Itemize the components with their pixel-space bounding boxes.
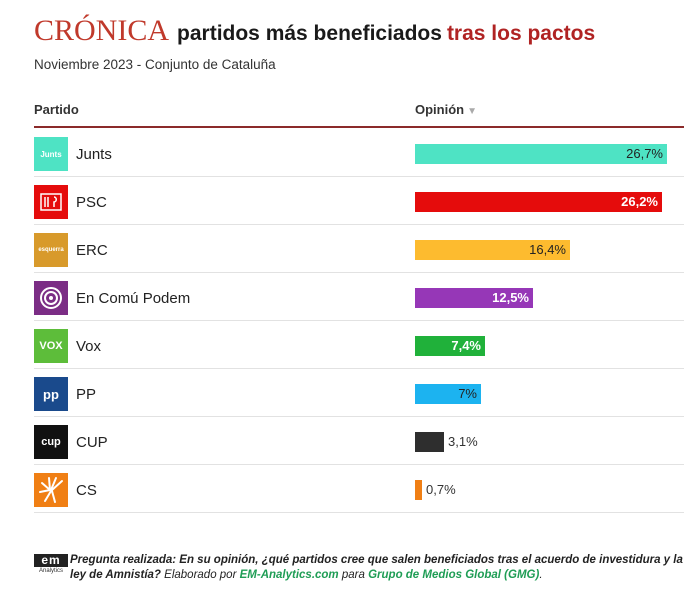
vox-icon-text: VOX: [39, 340, 63, 352]
survey-question: Pregunta realizada: En su opinión, ¿qué …: [70, 554, 683, 581]
bar-value-label: 26,2%: [621, 194, 658, 209]
column-header-party[interactable]: Partido: [34, 102, 79, 117]
bar-erc[interactable]: [415, 240, 570, 260]
bar-en-comú-podem[interactable]: [415, 288, 533, 308]
erc-icon-text: esquerra: [38, 247, 64, 253]
em-logo-mark: em: [34, 554, 68, 567]
bar-value-label: 12,5%: [492, 290, 529, 305]
party-name: Junts: [76, 146, 112, 163]
pp-icon-text: pp: [43, 386, 59, 402]
chart-rows: Junts Junts 26,7% PSC 26,2% esquerra ERC 16,4% E…: [34, 129, 684, 513]
table-row: cup CUP 3,1%: [34, 417, 684, 465]
table-row: esquerra ERC 16,4%: [34, 225, 684, 273]
column-header-opinion-label: Opinión: [415, 102, 465, 117]
sort-down-icon[interactable]: ▼: [467, 106, 478, 117]
party-name: Vox: [76, 338, 102, 355]
bar-value-label: 16,4%: [529, 242, 566, 257]
party-name: ERC: [76, 242, 108, 259]
chart-title-accent: tras los pactos: [446, 22, 596, 45]
cup-icon-text: cup: [41, 436, 61, 448]
footer-note: em Analytics Pregunta realizada: En su o…: [34, 553, 684, 583]
table-row: VOX Vox 7,4%: [34, 321, 684, 369]
gmg-link[interactable]: Grupo de Medios Global (GMG): [368, 569, 540, 581]
table-row: En Comú Podem 12,5%: [34, 273, 684, 321]
junts-icon: Junts: [34, 137, 68, 171]
party-name: En Comú Podem: [76, 290, 191, 307]
bar-cup[interactable]: [415, 432, 444, 452]
em-logo-caption: Analytics: [38, 568, 63, 574]
chart-subtitle: Noviembre 2023 - Conjunto de Cataluña: [34, 57, 276, 72]
erc-icon: esquerra: [34, 233, 68, 267]
para-text: para: [338, 569, 369, 581]
table-row: Junts Junts 26,7%: [34, 129, 684, 177]
bar-cs[interactable]: [415, 480, 422, 500]
cronica-logo: CRÓNICA: [34, 14, 170, 47]
bar-junts[interactable]: [415, 144, 667, 164]
bar-value-label: 7,4%: [451, 338, 481, 353]
em-analytics-link[interactable]: EM-Analytics.com: [239, 569, 339, 581]
elaborated-by-text: Elaborado por: [160, 569, 240, 581]
vox-icon: VOX: [34, 329, 68, 363]
pp-icon: pp: [34, 377, 68, 411]
bar-psc[interactable]: [415, 192, 662, 212]
comu-podem-icon: [34, 281, 68, 315]
bar-value-label: 7%: [458, 386, 477, 401]
table-row: pp PP 7%: [34, 369, 684, 417]
cup-icon: cup: [34, 425, 68, 459]
header-divider: [34, 126, 684, 128]
bar-value-label: 3,1%: [448, 434, 478, 449]
party-name: PSC: [76, 194, 107, 211]
footer-end: .: [539, 569, 543, 581]
bar-value-label: 26,7%: [626, 146, 663, 161]
column-header-opinion[interactable]: Opinión ▼: [415, 102, 477, 117]
chart-header: CRÓNICA partidos más beneficiados tras l…: [34, 14, 595, 50]
psc-icon: [34, 185, 68, 219]
party-name: CUP: [76, 434, 108, 451]
table-row: PSC 26,2%: [34, 177, 684, 225]
table-row: CS 0,7%: [34, 465, 684, 513]
junts-icon-text: Junts: [40, 149, 62, 159]
cs-icon: [34, 473, 68, 507]
em-analytics-logo: em Analytics: [34, 554, 68, 575]
bar-value-label: 0,7%: [426, 482, 456, 497]
bar-vox[interactable]: [415, 336, 485, 356]
bar-pp[interactable]: [415, 384, 481, 404]
party-name: PP: [76, 386, 97, 403]
chart-title-main: partidos más beneficiados: [177, 22, 442, 45]
party-name: CS: [76, 482, 97, 499]
